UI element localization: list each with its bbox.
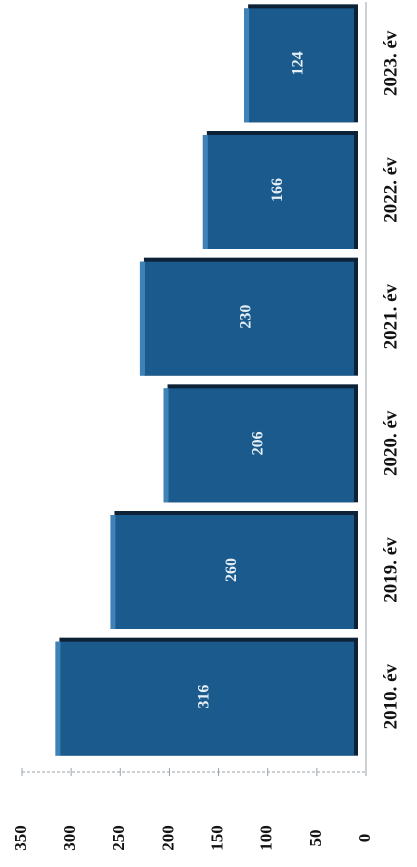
- bar-group: 166: [202, 131, 358, 249]
- bar-highlight: [55, 641, 61, 756]
- bar-value-label: 206: [249, 431, 266, 455]
- bar: [139, 261, 354, 376]
- category-label: 2010. év: [380, 663, 401, 729]
- ticks-layer: 0 50 100 150 200 250 300 350: [11, 768, 374, 851]
- category-label: 2019. év: [380, 537, 401, 603]
- bar: [55, 641, 354, 756]
- category-label: 2023. év: [380, 30, 401, 96]
- bar-value-label: 166: [269, 178, 286, 202]
- category-label: 2022. év: [380, 157, 401, 223]
- tick-label: 200: [158, 825, 177, 851]
- tick-label: 50: [306, 830, 325, 847]
- bar: [110, 515, 354, 629]
- bar: [244, 8, 354, 123]
- category-label: 2021. év: [380, 283, 401, 349]
- bar-value-label: 316: [195, 685, 212, 709]
- category-labels-layer: 2010. év 2019. év 2020. év 2021. év 2022. év…: [380, 30, 401, 729]
- bar-value-label: 124: [290, 51, 307, 75]
- tick-label: 350: [11, 825, 30, 851]
- bar-group: 260: [110, 511, 358, 629]
- bar-group: 124: [244, 4, 358, 123]
- axis-layer: [22, 2, 367, 773]
- bar-group: 230: [139, 257, 358, 376]
- bar-value-label: 260: [223, 558, 240, 582]
- bar-highlight: [139, 261, 145, 376]
- tick-label: 250: [109, 825, 128, 851]
- bar-highlight: [202, 135, 208, 249]
- bar-highlight: [110, 515, 116, 629]
- tick-label: 0: [355, 834, 374, 843]
- bar: [202, 135, 354, 249]
- bar-group: 206: [163, 384, 358, 503]
- bar: [163, 388, 354, 503]
- bars-layer: 316 260 206 230 166 124: [55, 4, 358, 756]
- bar-value-label: 230: [238, 305, 255, 329]
- tick-label: 100: [257, 825, 276, 851]
- bar-highlight: [244, 8, 250, 123]
- bar-group: 316: [55, 637, 358, 756]
- bar-highlight: [163, 388, 169, 503]
- category-label: 2020. év: [380, 410, 401, 476]
- tick-label: 150: [207, 825, 226, 851]
- tick-label: 300: [60, 825, 79, 851]
